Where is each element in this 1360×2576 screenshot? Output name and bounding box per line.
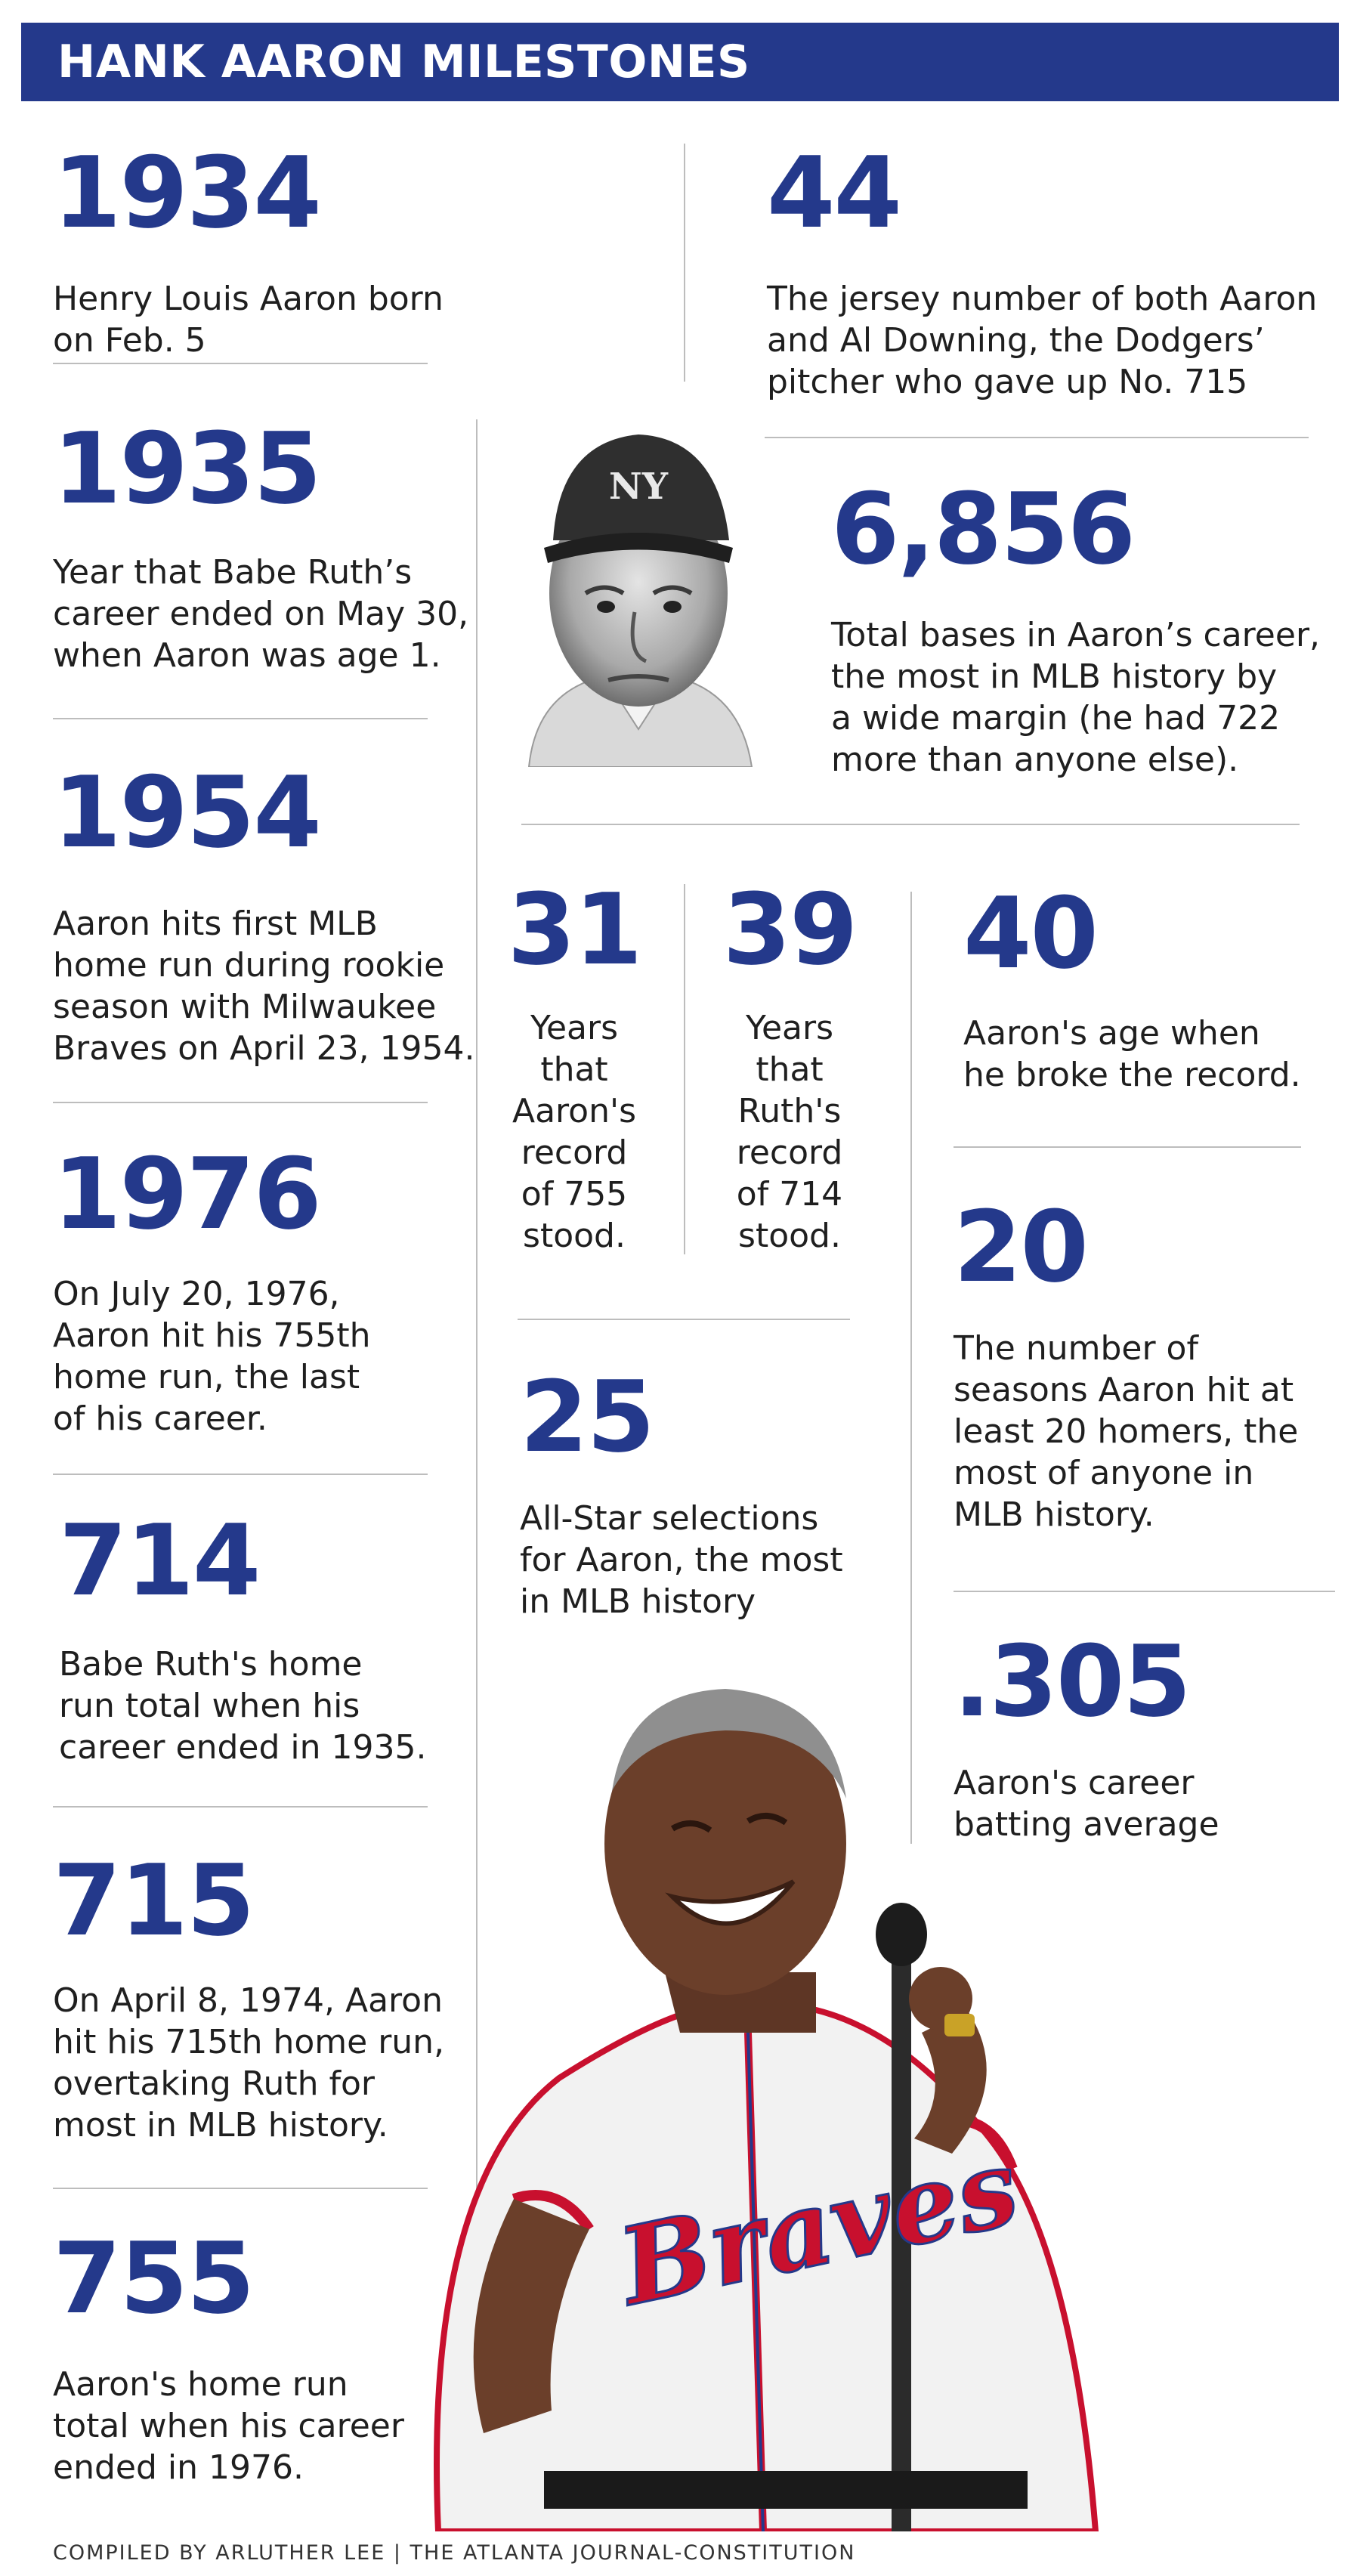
divider xyxy=(53,718,428,719)
stat-714: 714 Babe Ruth's home run total when his … xyxy=(59,1511,482,1768)
stat-number: 20 xyxy=(954,1189,1089,1304)
stat-number: 25 xyxy=(520,1359,655,1474)
column-divider xyxy=(684,144,685,382)
stat-description: Aaron's career batting average xyxy=(954,1764,1219,1844)
divider xyxy=(53,2188,428,2189)
stat-number: 44 xyxy=(767,135,902,250)
stat-aaron-record-years: 31 Years that Aaron's record of 755 stoo… xyxy=(499,880,650,1257)
stat-description: Years that Aaron's record of 755 stood. xyxy=(512,1009,636,1255)
divider xyxy=(954,1591,1335,1592)
stat-number: 31 xyxy=(507,872,643,987)
stat-description: Aaron's home run total when his career e… xyxy=(53,2365,404,2487)
divider xyxy=(53,1102,428,1103)
stat-description: Total bases in Aaron’s career, the most … xyxy=(831,616,1321,779)
stat-all-star: 25 All-Star selections for Aaron, the mo… xyxy=(520,1368,913,1622)
hank-aaron-photo: Braves xyxy=(434,1689,1099,2531)
babe-ruth-photo: NY xyxy=(527,434,753,767)
stat-1935: 1935 Year that Babe Ruth’s career ended … xyxy=(53,419,476,676)
stat-description: All-Star selections for Aaron, the most … xyxy=(520,1499,843,1621)
stat-number: 39 xyxy=(722,872,858,987)
stat-number: 715 xyxy=(53,1843,255,1958)
column-divider xyxy=(476,419,478,2482)
stat-number: 755 xyxy=(53,2221,255,2336)
stat-description: Aaron's age when he broke the record. xyxy=(963,1014,1301,1094)
stat-number: 6,856 xyxy=(831,472,1136,586)
stat-1934: 1934 Henry Louis Aaron born on Feb. 5 xyxy=(53,144,461,361)
divider xyxy=(765,437,1309,438)
stat-description: Babe Ruth's home run total when his care… xyxy=(59,1645,427,1767)
divider xyxy=(521,824,1300,825)
stat-batting-average: .305 Aaron's career batting average xyxy=(954,1632,1346,1845)
divider xyxy=(954,1146,1301,1148)
page-title: HANK AARON MILESTONES xyxy=(57,36,750,88)
stat-jersey-44: 44 The jersey number of both Aaron and A… xyxy=(767,144,1349,403)
stat-1976: 1976 On July 20, 1976, Aaron hit his 755… xyxy=(53,1145,476,1440)
stat-1954: 1954 Aaron hits first MLB home run durin… xyxy=(53,763,476,1069)
stat-description: On July 20, 1976, Aaron hit his 755th ho… xyxy=(53,1275,371,1438)
stat-755: 755 Aaron's home run total when his care… xyxy=(53,2229,476,2488)
stat-description: Years that Ruth's record of 714 stood. xyxy=(736,1009,843,1255)
stat-total-bases: 6,856 Total bases in Aaron’s career, the… xyxy=(831,480,1352,781)
stat-description: Henry Louis Aaron born on Feb. 5 xyxy=(53,280,444,360)
divider xyxy=(53,1806,428,1808)
credit-line: COMPILED BY ARLUTHER LEE | THE ATLANTA J… xyxy=(53,2541,856,2565)
stat-description: The jersey number of both Aaron and Al D… xyxy=(767,280,1318,401)
column-divider xyxy=(910,892,912,1844)
stat-number: 40 xyxy=(963,876,1099,991)
column-divider xyxy=(684,884,685,1254)
stat-ruth-record-years: 39 Years that Ruth's record of 714 stood… xyxy=(706,880,873,1257)
stat-number: 1954 xyxy=(53,755,322,870)
divider xyxy=(53,363,428,364)
stat-number: 1935 xyxy=(53,411,322,526)
stat-description: On April 8, 1974, Aaron hit his 715th ho… xyxy=(53,1981,445,2145)
stat-description: Aaron hits first MLB home run during roo… xyxy=(53,905,475,1068)
stat-number: 1976 xyxy=(53,1136,322,1251)
divider xyxy=(53,1474,428,1475)
stat-age-record: 40 Aaron's age when he broke the record. xyxy=(963,884,1341,1096)
stat-number: 1934 xyxy=(53,135,322,250)
stat-description: The number of seasons Aaron hit at least… xyxy=(954,1329,1299,1534)
title-banner: HANK AARON MILESTONES xyxy=(21,23,1339,101)
stat-number: .305 xyxy=(954,1624,1192,1739)
cap-logo: NY xyxy=(609,465,669,508)
stat-715: 715 On April 8, 1974, Aaron hit his 715t… xyxy=(53,1851,476,2146)
divider xyxy=(518,1319,850,1320)
stat-description: Year that Babe Ruth’s career ended on Ma… xyxy=(53,553,469,675)
stat-number: 714 xyxy=(59,1503,261,1618)
stat-seasons-20-hr: 20 The number of seasons Aaron hit at le… xyxy=(954,1198,1346,1535)
